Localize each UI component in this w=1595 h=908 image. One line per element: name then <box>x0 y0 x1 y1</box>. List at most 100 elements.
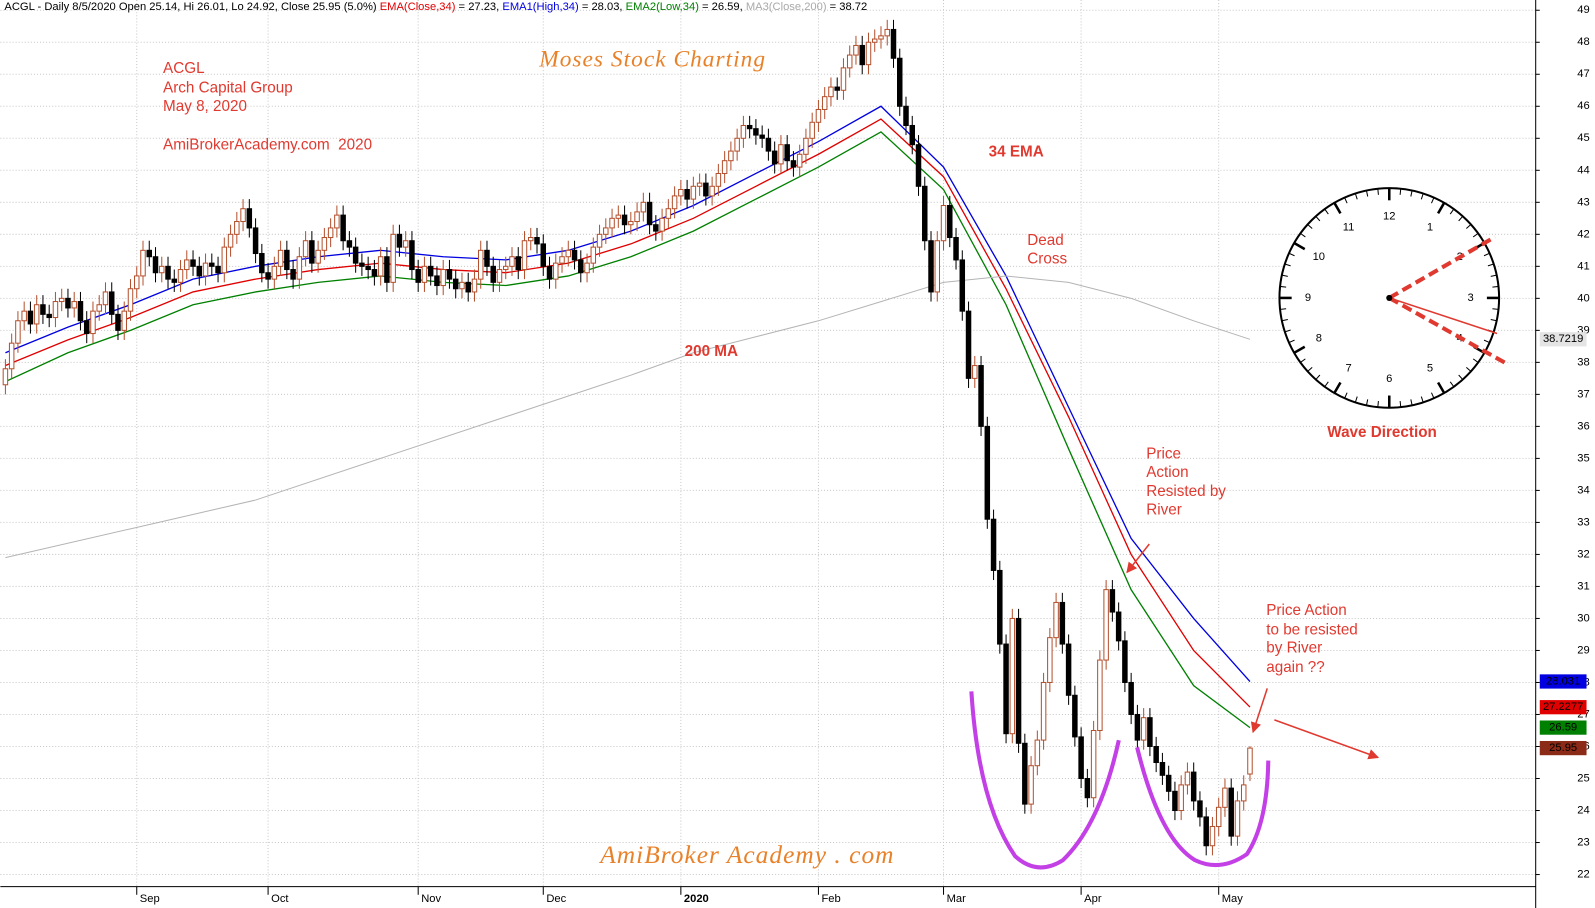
candle-body <box>984 425 991 520</box>
candle-body <box>1015 617 1022 744</box>
clock-tick <box>1300 232 1306 238</box>
y-tick-label: 46 <box>1577 100 1589 112</box>
value-badge-label: 26.59 <box>1549 722 1577 734</box>
candle-body <box>646 201 653 226</box>
candle-body <box>196 265 203 277</box>
candle-body <box>496 269 503 283</box>
candle-body <box>15 320 21 344</box>
y-tick-label: 37 <box>1577 388 1589 400</box>
candle-body <box>1109 589 1116 613</box>
candle-body <box>546 265 553 280</box>
arrow <box>1274 719 1380 760</box>
candle-body <box>1040 681 1047 741</box>
candle-body <box>1134 713 1141 741</box>
brand-top: Moses Stock Charting <box>538 46 766 72</box>
arrow <box>1126 543 1150 574</box>
resisted-note: Resisted by <box>1146 483 1226 500</box>
candle-body <box>1084 777 1091 799</box>
candle-body <box>915 144 922 187</box>
value-badge <box>1539 674 1587 689</box>
candle-body <box>459 281 465 290</box>
candle-body <box>1140 717 1147 741</box>
clock-tick <box>1430 392 1435 399</box>
candle-body <box>234 221 240 235</box>
candle-body <box>746 124 753 130</box>
clock-tick <box>1472 232 1479 238</box>
clock-tick <box>1333 202 1342 215</box>
value-badge <box>1539 720 1587 735</box>
clock-tick <box>1293 241 1306 251</box>
candle-body <box>1247 747 1253 775</box>
y-tick-label: 31 <box>1577 580 1589 592</box>
clock-tick <box>1436 202 1446 215</box>
clock-number: 11 <box>1343 221 1355 233</box>
clock-tick <box>1492 308 1499 310</box>
candle-body <box>465 281 471 293</box>
header-part: = 38.72 <box>827 1 868 13</box>
candle-body <box>390 233 396 283</box>
candle-body <box>1065 643 1072 696</box>
candle-body <box>834 86 840 91</box>
candle-body <box>1115 611 1122 642</box>
candle-body <box>83 320 90 335</box>
candle-body <box>1028 765 1034 805</box>
candle-body <box>202 262 209 277</box>
candle-body <box>928 240 934 293</box>
value-badge-label: 38.7219 <box>1543 333 1583 345</box>
x-tick-label: Feb <box>821 893 840 905</box>
candle-body <box>502 265 509 271</box>
y-tick-label: 44 <box>1577 164 1589 176</box>
clock-hand <box>1388 296 1509 366</box>
candle-body <box>815 108 822 123</box>
x-tick-label: Oct <box>271 893 289 905</box>
candle-body <box>790 160 797 168</box>
clock-tick <box>1365 399 1369 406</box>
x-tick-label: Sep <box>140 893 160 905</box>
clock-number: 7 <box>1345 362 1351 374</box>
candle-body <box>1059 601 1066 645</box>
candle-body <box>1159 761 1166 776</box>
candle-body <box>371 269 378 277</box>
candle-body <box>52 301 59 319</box>
candle-body <box>365 265 371 271</box>
candle-body <box>965 310 972 379</box>
y-tick-label: 49 <box>1577 4 1589 16</box>
clock-tick <box>1324 381 1329 388</box>
again-note: to be resisted <box>1266 621 1358 638</box>
candle-body <box>659 217 665 232</box>
candle-body <box>1228 787 1234 837</box>
y-tick-label: 34 <box>1577 484 1589 496</box>
y-tick-label: 30 <box>1577 612 1589 624</box>
clock-tick <box>1458 374 1464 380</box>
clock-tick <box>1288 252 1295 257</box>
clock-tick <box>1344 197 1348 204</box>
candle-body <box>1078 736 1084 780</box>
clock-tick <box>1293 345 1306 354</box>
candle-body <box>859 44 865 66</box>
candle-body <box>596 233 603 248</box>
clock-tick <box>1483 339 1490 344</box>
candle-body <box>534 237 540 245</box>
candle-body <box>315 249 321 264</box>
info-line: May 8, 2020 <box>163 98 247 115</box>
candle-body <box>1097 659 1103 731</box>
x-tick-label: Dec <box>546 893 566 905</box>
resisted-note: Price <box>1146 446 1181 463</box>
candle-body <box>427 265 434 277</box>
x-tick-label: May <box>1222 893 1244 905</box>
candle-body <box>33 304 40 325</box>
candle-body <box>58 297 65 303</box>
clock-hand <box>1389 297 1498 335</box>
candle-body <box>671 195 678 210</box>
candle-body <box>990 518 997 571</box>
clock-center <box>1386 294 1393 301</box>
candle-body <box>528 237 534 242</box>
clock-number: 9 <box>1305 292 1311 304</box>
candle-body <box>415 269 421 283</box>
candle-body <box>171 278 178 283</box>
y-tick-label: 23 <box>1577 836 1589 848</box>
candle-body <box>1240 784 1247 802</box>
candle-body <box>1215 806 1222 828</box>
candle-body <box>108 291 115 315</box>
